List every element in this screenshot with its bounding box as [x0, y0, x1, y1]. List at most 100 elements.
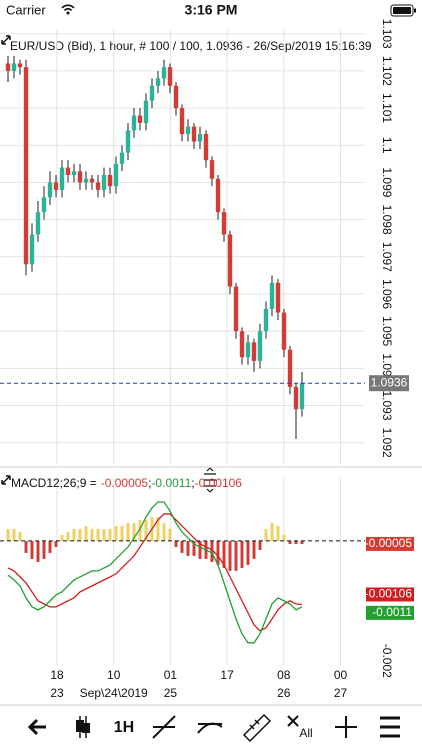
- candle-body: [11, 63, 17, 71]
- candle-body: [257, 331, 263, 361]
- candle-body: [143, 100, 149, 123]
- crosshair-icon[interactable]: [335, 716, 357, 738]
- candle-body: [173, 85, 179, 109]
- panel-resize-handle[interactable]: [204, 467, 216, 493]
- candle-body: [59, 167, 65, 190]
- macd-histogram-bar: [132, 522, 136, 541]
- candle-body: [203, 134, 209, 161]
- macd-title-part: -0.00106: [195, 476, 243, 490]
- macd-title: MACD12;26;9 = -0.00005;-0.0011;-0.00106: [11, 476, 242, 490]
- y-tick-label: -0.002: [380, 644, 394, 678]
- timeframe-button[interactable]: 1H: [114, 719, 134, 736]
- macd-histogram-bar: [90, 528, 94, 541]
- x-tick-label: 25: [164, 686, 178, 700]
- candle-body: [221, 212, 227, 235]
- y-tick-label: 1.092: [380, 428, 394, 458]
- candle-body: [41, 197, 47, 213]
- macd-histogram-bar: [78, 528, 82, 541]
- macd-histogram-bar: [270, 522, 274, 541]
- toolbar: [27, 713, 400, 743]
- macd-histogram-bar: [108, 528, 112, 541]
- macd-histogram-bar: [54, 540, 58, 547]
- candle-body: [95, 182, 101, 190]
- macd-histogram-bar: [288, 540, 292, 544]
- macd-histogram-bar: [6, 528, 10, 541]
- macd-histogram-bar: [246, 540, 250, 565]
- macd-histogram-bar: [282, 534, 286, 541]
- y-tick-label: 1.102: [380, 56, 394, 86]
- macd-histogram-bar: [294, 540, 298, 544]
- macd-histogram-bar: [12, 528, 16, 541]
- candle-body: [77, 171, 83, 183]
- signal-value-label-box: [366, 587, 414, 602]
- macd-histogram-bar: [222, 540, 226, 568]
- x-tick-label: 27: [334, 686, 348, 700]
- macd-histogram-bar: [114, 525, 118, 541]
- candle-body: [185, 126, 191, 135]
- candle-body: [83, 178, 89, 183]
- x-tick-label: Sep\24\2019: [80, 686, 148, 700]
- candle-body: [227, 234, 233, 287]
- macd-histogram-bar: [24, 540, 28, 553]
- y-tick-label: 1.097: [380, 242, 394, 272]
- candle-body: [239, 331, 245, 358]
- candle-body: [131, 115, 137, 131]
- candle-icon[interactable]: [82, 723, 90, 733]
- indicator-icon[interactable]: [197, 722, 223, 734]
- macd-histogram-bar: [84, 525, 88, 541]
- battery: [393, 7, 411, 14]
- candle-body: [5, 63, 11, 71]
- macd-histogram-bar: [48, 540, 52, 553]
- signal-line: [7, 513, 303, 632]
- macd-histogram-bar: [42, 540, 46, 559]
- candle-body: [17, 63, 23, 68]
- x-tick-label: 00: [334, 668, 348, 682]
- macd-histogram-bar: [126, 522, 130, 541]
- candle-body: [155, 78, 161, 86]
- signal-value-label: -0.00106: [365, 587, 413, 601]
- candle-body: [167, 67, 173, 86]
- macd-histogram-bar: [252, 540, 256, 559]
- macd-histogram-bar: [198, 540, 202, 559]
- ruler-icon[interactable]: [242, 713, 272, 743]
- battery: [414, 8, 416, 13]
- line-tool-icon[interactable]: [152, 715, 176, 739]
- y-tick-label: 1.095: [380, 316, 394, 346]
- macd-value-label-box: [366, 605, 414, 620]
- macd-title-part: -0.00005: [101, 476, 149, 490]
- macd-histogram-bar: [162, 522, 166, 541]
- candle-body: [209, 160, 215, 179]
- macd-histogram-bar: [60, 534, 64, 541]
- macd-histogram-bar: [276, 525, 280, 541]
- x-tick-label: 18: [50, 668, 64, 682]
- macd-histogram-bar: [30, 540, 34, 559]
- candle-body: [251, 342, 257, 361]
- candle-body: [137, 115, 143, 123]
- expand-icon[interactable]: [1, 35, 11, 45]
- candle-body: [191, 126, 197, 142]
- candle-body: [281, 312, 287, 350]
- macd-histogram-bar: [156, 516, 160, 541]
- candle-body: [119, 152, 125, 164]
- macd-histogram-bar: [102, 528, 106, 541]
- delete-all-icon[interactable]: [287, 715, 299, 727]
- wifi-icon: [61, 4, 75, 12]
- candle-body: [149, 85, 155, 101]
- candle-body: [29, 234, 35, 265]
- chart-title: EUR/USD (Bid), 1 hour, # 100 / 100, 1.09…: [10, 39, 372, 53]
- macd-histogram-bar: [168, 528, 172, 541]
- menu-icon[interactable]: [380, 716, 400, 738]
- back-button[interactable]: [27, 718, 46, 736]
- macd-histogram-bar: [180, 540, 184, 553]
- macd-histogram-bar: [18, 531, 22, 541]
- delete-all-label[interactable]: All: [299, 726, 312, 740]
- macd-histogram-bar: [144, 519, 148, 541]
- price-label: 1.0936: [371, 375, 408, 389]
- candle-body: [287, 349, 293, 387]
- macd-title-part: ;: [148, 476, 151, 490]
- y-tick-label: 1.099: [380, 167, 394, 197]
- macd-histogram-bar: [210, 540, 214, 562]
- macd-histogram-bar: [120, 525, 124, 541]
- expand-icon[interactable]: [1, 475, 11, 485]
